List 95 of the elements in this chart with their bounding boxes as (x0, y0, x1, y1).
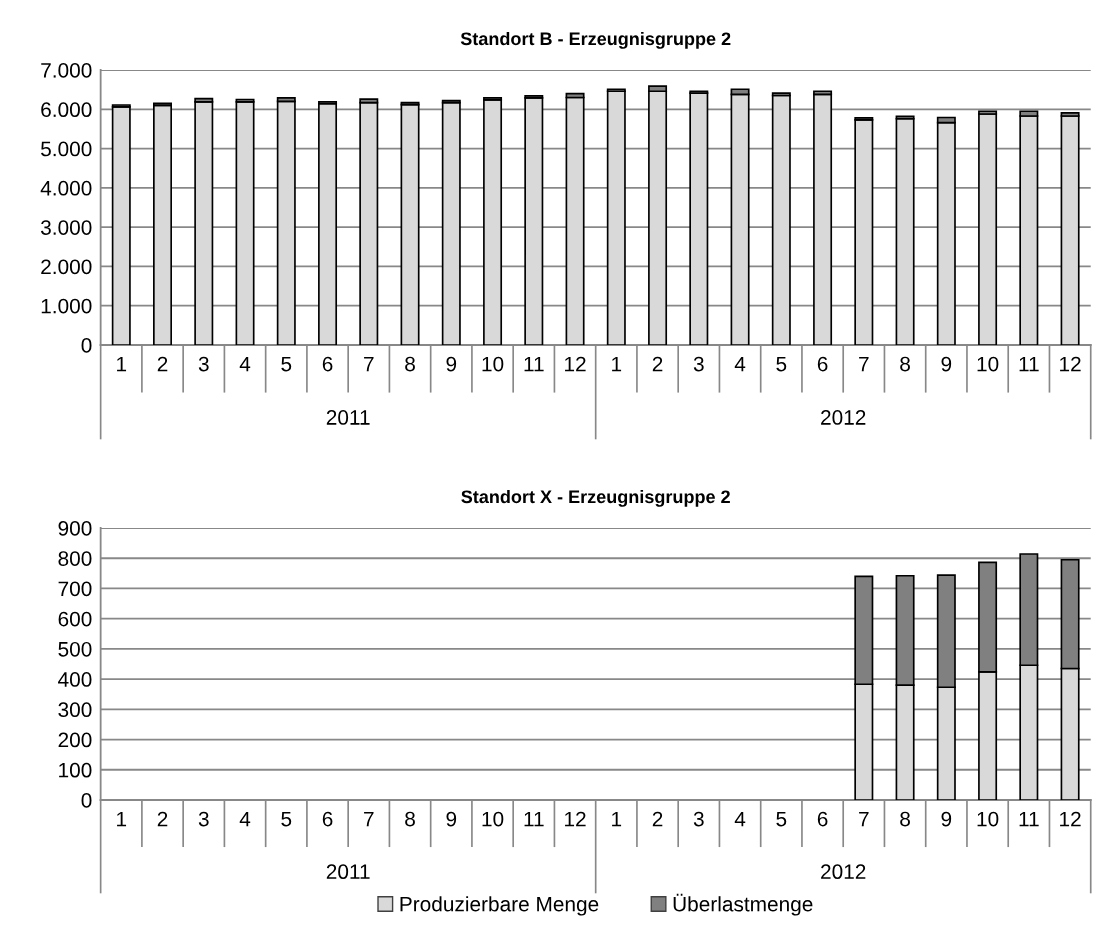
x-tick-label: 1 (117, 811, 127, 827)
x-tick-label: 5 (776, 356, 787, 372)
bar (359, 101, 379, 345)
bar (936, 121, 956, 345)
y-tick-label: 600 (58, 611, 92, 627)
bar (524, 97, 544, 345)
x-tick-label: 8 (900, 356, 910, 372)
y-tick-label: 5.000 (41, 141, 92, 157)
x-tick-label: 6 (817, 811, 828, 827)
x-tick-label: 10 (482, 356, 504, 372)
x-tick-label: 7 (859, 356, 869, 372)
x-tick-label: 8 (900, 811, 910, 827)
x-tick-label: 6 (322, 811, 333, 827)
text: 2011 (326, 410, 370, 425)
text: 2012 (821, 864, 866, 880)
bar (1060, 115, 1080, 345)
x-tick-label: 9 (446, 356, 457, 372)
x-tick-label: 9 (941, 811, 952, 827)
x-tick-label: 2 (652, 811, 663, 827)
bar (771, 94, 791, 345)
x-tick-label: 1 (612, 811, 622, 827)
x-tick-label: 7 (364, 356, 374, 372)
bar (441, 101, 461, 345)
bar (111, 106, 131, 345)
y-tick-label: 3.000 (40, 220, 92, 235)
bar (854, 119, 874, 345)
y-tick-label: 400 (58, 672, 92, 687)
text: 2011 (326, 864, 370, 880)
x-tick-label: 5 (776, 811, 787, 827)
y-tick-label: 200 (58, 732, 92, 748)
x-tick-label: 10 (977, 356, 999, 372)
y-tick-label: 300 (58, 702, 92, 718)
x-tick-label: 6 (817, 356, 828, 372)
y-tick-label: 0 (81, 338, 92, 353)
bar (276, 100, 296, 345)
x-tick-label: 8 (405, 356, 415, 372)
x-tick-label: 3 (198, 811, 209, 827)
x-tick-label: 9 (446, 811, 457, 827)
x-tick-label: 3 (693, 811, 704, 827)
y-tick-label: 4.000 (40, 180, 92, 196)
bar (318, 102, 338, 345)
y-tick-label: 800 (58, 551, 92, 566)
x-tick-label: 7 (364, 811, 374, 827)
bar (483, 99, 503, 345)
x-tick-label: 4 (239, 356, 251, 372)
x-tick-label: 12 (565, 356, 586, 372)
y-tick-label: 6.000 (41, 102, 92, 118)
x-tick-label: 1 (117, 356, 127, 372)
bar (978, 113, 998, 345)
y-tick-label: 1.000 (41, 298, 92, 314)
x-tick-label: 11 (1019, 356, 1039, 372)
x-tick-label: 2 (157, 811, 168, 827)
x-tick-label: 12 (1060, 811, 1081, 827)
x-tick-label: 12 (1060, 356, 1081, 372)
x-tick-label: 7 (859, 811, 869, 827)
x-tick-label: 11 (524, 356, 544, 372)
bar (813, 93, 833, 345)
bar (235, 100, 255, 345)
x-tick-label: 2 (157, 356, 168, 372)
y-tick-label: 500 (58, 641, 92, 657)
legend-label: Produzierbare Menge (400, 896, 599, 916)
x-tick-label: 9 (941, 356, 952, 372)
chart-title: Standort B - Erzeugnisgruppe 2 (460, 31, 731, 49)
bar (606, 90, 626, 345)
bar (565, 96, 585, 345)
x-tick-label: 10 (977, 811, 999, 827)
bar (400, 103, 420, 345)
x-tick-label: 12 (565, 811, 586, 827)
x-tick-label: 8 (405, 811, 415, 827)
y-tick-label: 900 (58, 521, 92, 536)
x-tick-label: 11 (1019, 811, 1039, 827)
bar (689, 92, 709, 345)
x-tick-label: 4 (734, 356, 746, 372)
bar (895, 117, 915, 345)
text: 2012 (821, 410, 866, 425)
x-tick-label: 5 (281, 811, 292, 827)
x-tick-label: 1 (612, 356, 622, 372)
x-tick-label: 3 (693, 356, 704, 372)
y-tick-label: 2.000 (41, 259, 92, 275)
bar (153, 104, 173, 345)
x-tick-label: 4 (734, 811, 746, 827)
x-tick-label: 10 (482, 811, 504, 827)
y-tick-label: 7.000 (41, 63, 92, 78)
x-tick-label: 6 (322, 356, 333, 372)
y-tick-label: 700 (58, 581, 92, 597)
x-tick-label: 4 (239, 811, 251, 827)
x-tick-label: 3 (198, 356, 209, 372)
bar (194, 100, 214, 345)
chart-title: Standort X - Erzeugnisgruppe 2 (461, 489, 730, 507)
x-tick-label: 2 (652, 356, 663, 372)
legend-label: Überlastmenge (673, 893, 813, 916)
x-tick-label: 5 (281, 356, 292, 372)
x-tick-label: 11 (524, 811, 544, 827)
y-tick-label: 100 (59, 762, 92, 778)
y-tick-label: 0 (81, 793, 92, 808)
